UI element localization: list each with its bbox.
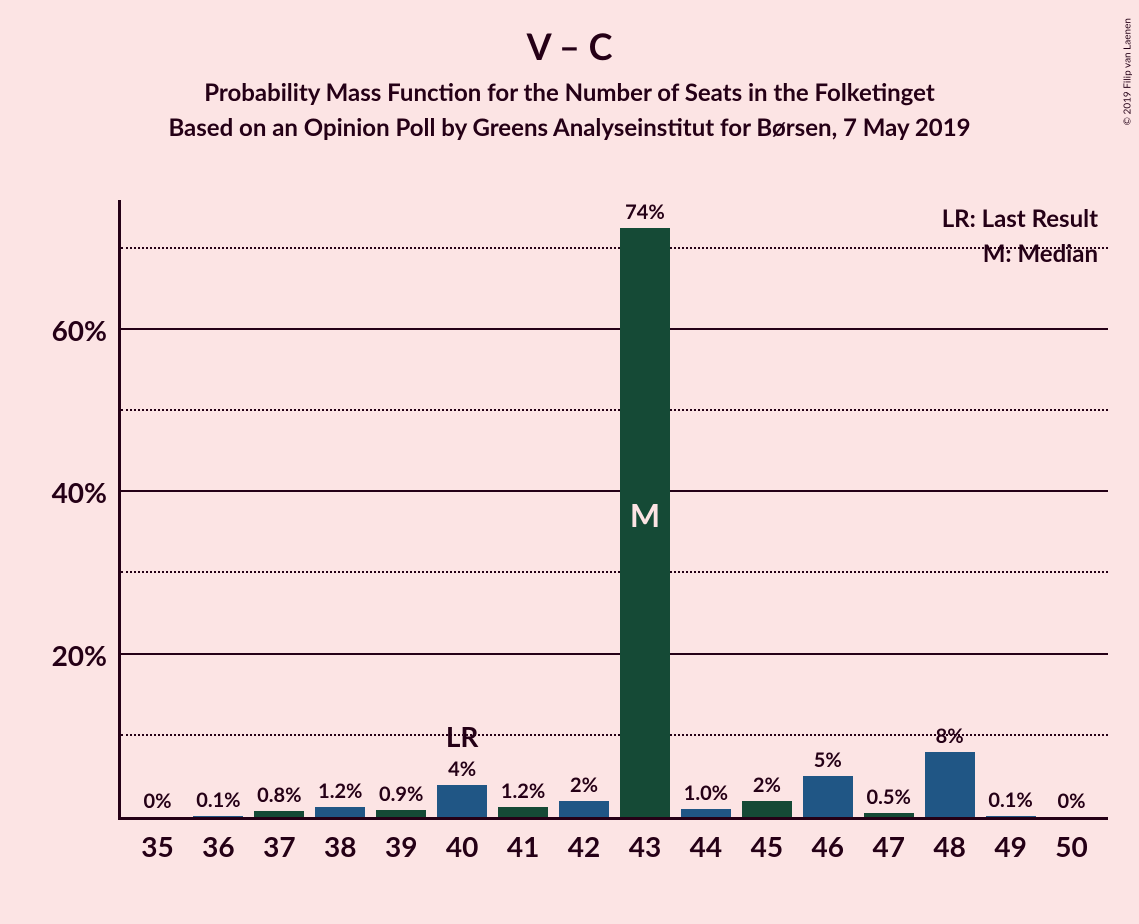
- bar-slot: 74%M43: [615, 200, 676, 817]
- chart-container: © 2019 Filip van Laenen V – C Probabilit…: [0, 0, 1139, 924]
- bar-value-label: 2%: [570, 773, 598, 797]
- x-tick-label: 35: [141, 817, 173, 863]
- bar: [742, 801, 792, 817]
- bar-slot: 1.0%44: [675, 200, 736, 817]
- x-tick-label: 47: [872, 817, 904, 863]
- bar-value-label: 0%: [1058, 789, 1086, 813]
- bar: [559, 801, 609, 817]
- y-tick-label: 60%: [52, 313, 121, 347]
- bar: [803, 776, 853, 817]
- bar-slot: 2%45: [736, 200, 797, 817]
- x-tick-label: 45: [751, 817, 783, 863]
- title-block: V – C Probability Mass Function for the …: [0, 0, 1139, 142]
- bar-slot: LR4%40: [432, 200, 493, 817]
- median-marker: M: [630, 495, 660, 534]
- bar: [376, 810, 426, 817]
- bar-value-label: 0.8%: [257, 783, 301, 807]
- copyright-text: © 2019 Filip van Laenen: [1121, 18, 1133, 125]
- bar: [925, 752, 975, 817]
- bar: M: [620, 228, 670, 817]
- bar: [498, 807, 548, 817]
- y-tick-label: 20%: [52, 638, 121, 672]
- bar: [681, 809, 731, 817]
- x-tick-label: 48: [933, 817, 965, 863]
- y-tick-label: 40%: [52, 475, 121, 509]
- lr-marker: LR: [446, 719, 479, 753]
- bar-value-label: 1.0%: [684, 781, 728, 805]
- x-tick-label: 37: [263, 817, 295, 863]
- bar: [315, 807, 365, 817]
- bar-value-label: 8%: [936, 724, 964, 748]
- x-tick-label: 41: [507, 817, 539, 863]
- x-tick-label: 39: [385, 817, 417, 863]
- bar-slot: 5%46: [797, 200, 858, 817]
- bar-slot: 0.1%36: [188, 200, 249, 817]
- bar-slot: 1.2%38: [310, 200, 371, 817]
- bar-value-label: 1.2%: [501, 779, 545, 803]
- bar-value-label: 1.2%: [318, 779, 362, 803]
- bar-value-label: 0.5%: [867, 785, 911, 809]
- x-tick-label: 43: [629, 817, 661, 863]
- bar: [437, 785, 487, 817]
- bar-value-label: 74%: [625, 200, 665, 224]
- bar-value-label: 4%: [448, 757, 476, 781]
- bar-slot: 0.1%49: [980, 200, 1041, 817]
- bar-value-label: 0.1%: [196, 788, 240, 812]
- bar-slot: 1.2%41: [493, 200, 554, 817]
- x-tick-label: 49: [994, 817, 1026, 863]
- bar-slot: 0.8%37: [249, 200, 310, 817]
- bar-slot: 0.9%39: [371, 200, 432, 817]
- bar-value-label: 0.9%: [379, 782, 423, 806]
- x-tick-label: 50: [1055, 817, 1087, 863]
- plot-area: LR: Last Result M: Median 20%40%60% 0%35…: [118, 200, 1108, 820]
- bar-value-label: 5%: [814, 748, 842, 772]
- chart-title: V – C: [0, 24, 1139, 68]
- bar-value-label: 0%: [143, 789, 171, 813]
- x-tick-label: 38: [324, 817, 356, 863]
- bar-slot: 2%42: [554, 200, 615, 817]
- bars-group: 0%350.1%360.8%371.2%380.9%39LR4%401.2%41…: [121, 200, 1108, 817]
- x-tick-label: 46: [812, 817, 844, 863]
- bar-value-label: 0.1%: [988, 788, 1032, 812]
- x-tick-label: 40: [446, 817, 478, 863]
- bar-value-label: 2%: [753, 773, 781, 797]
- x-tick-label: 42: [568, 817, 600, 863]
- bar-slot: 0%50: [1041, 200, 1102, 817]
- bar-slot: 0%35: [127, 200, 188, 817]
- chart-subtitle-2: Based on an Opinion Poll by Greens Analy…: [0, 113, 1139, 142]
- bar-slot: 8%48: [919, 200, 980, 817]
- x-tick-label: 36: [202, 817, 234, 863]
- x-tick-label: 44: [690, 817, 722, 863]
- bar-slot: 0.5%47: [858, 200, 919, 817]
- chart-subtitle-1: Probability Mass Function for the Number…: [0, 78, 1139, 107]
